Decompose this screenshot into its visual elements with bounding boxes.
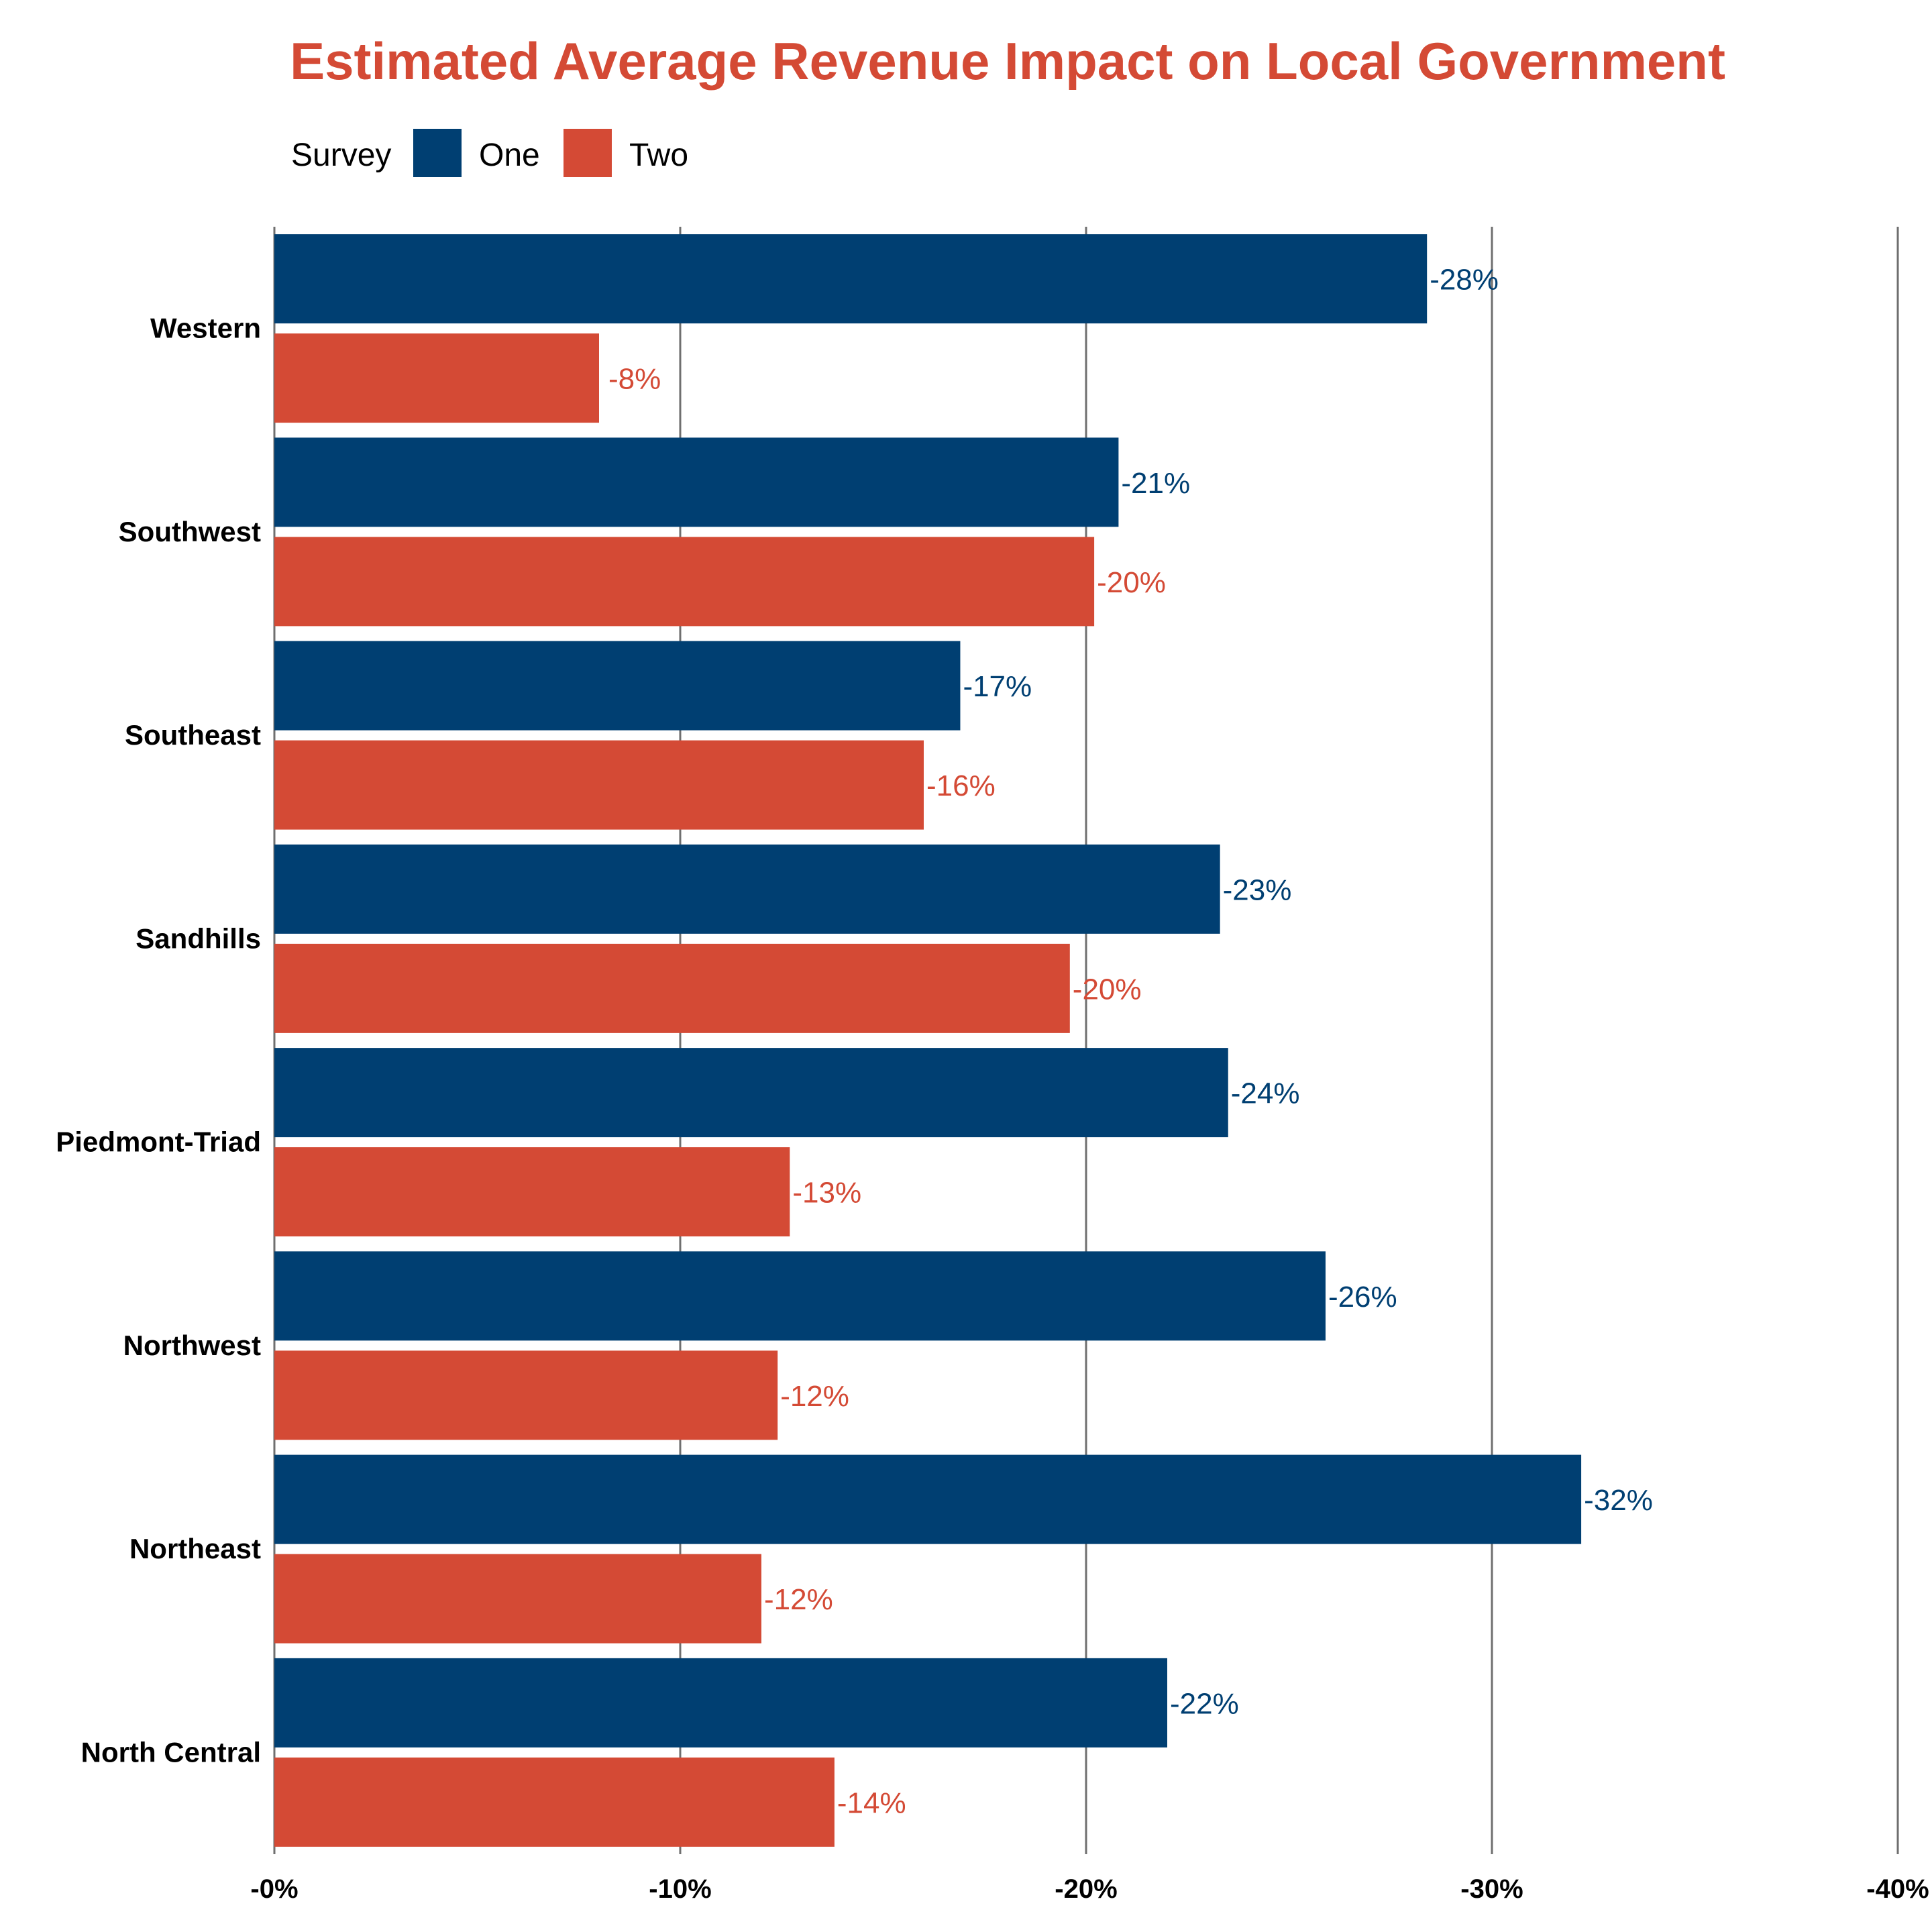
- x-tick-label: -30%: [1460, 1874, 1523, 1904]
- data-label: -17%: [963, 670, 1032, 703]
- bar-two: [274, 333, 599, 423]
- bar-two: [274, 1757, 835, 1847]
- category-label: Northwest: [123, 1330, 261, 1361]
- bar-two: [274, 943, 1070, 1033]
- bar-one: [274, 437, 1119, 527]
- bar-one: [274, 1658, 1167, 1748]
- category-label: Northeast: [129, 1533, 261, 1564]
- data-label: -12%: [780, 1380, 849, 1413]
- legend-swatch-two: [564, 129, 612, 177]
- chart-title: Estimated Average Revenue Impact on Loca…: [290, 32, 1725, 91]
- bar-two: [274, 1147, 790, 1237]
- x-tick-label: -10%: [649, 1874, 711, 1904]
- legend: Survey One Two: [291, 129, 688, 177]
- bar-two: [274, 537, 1095, 627]
- data-label: -16%: [926, 769, 996, 802]
- data-label: -28%: [1430, 264, 1499, 297]
- legend-title: Survey: [291, 138, 391, 173]
- category-labels: Western Southwest Southeast Sandhills Piedmo…: [56, 313, 261, 1768]
- data-label: -20%: [1097, 566, 1166, 599]
- bar-one: [274, 234, 1428, 324]
- category-label: Southeast: [125, 719, 261, 751]
- data-label: -26%: [1328, 1281, 1397, 1313]
- data-label: -24%: [1231, 1077, 1300, 1110]
- category-label: Piedmont-Triad: [56, 1126, 261, 1158]
- bar-one: [274, 844, 1220, 934]
- category-label: Western: [150, 313, 261, 344]
- bar-one: [274, 1251, 1326, 1341]
- category-label: Southwest: [119, 516, 261, 547]
- data-label: -13%: [792, 1177, 861, 1210]
- bar-two: [274, 740, 924, 830]
- data-label: -32%: [1584, 1484, 1653, 1517]
- data-labels: -28% -8% -21% -20% -17% -16% -23% -20% -24% -13% -…: [608, 264, 1653, 1820]
- data-label: -23%: [1223, 873, 1292, 906]
- bar-one: [274, 641, 961, 731]
- category-label: North Central: [81, 1736, 261, 1768]
- data-label: -8%: [608, 363, 661, 396]
- x-tick-label: -20%: [1055, 1874, 1117, 1904]
- bar-two: [274, 1554, 761, 1644]
- x-tick-label: -40%: [1866, 1874, 1929, 1904]
- data-label: -22%: [1170, 1687, 1239, 1720]
- data-label: -21%: [1121, 467, 1190, 500]
- legend-label-one: One: [479, 138, 540, 173]
- x-tick-labels: -0% -10% -20% -30% -40%: [250, 1874, 1929, 1904]
- bar-one: [274, 1048, 1228, 1138]
- category-label: Sandhills: [136, 922, 261, 954]
- x-tick-label: -0%: [250, 1874, 298, 1904]
- bar-two: [274, 1350, 778, 1440]
- data-label: -14%: [837, 1786, 906, 1819]
- legend-label-two: Two: [629, 138, 688, 173]
- data-label: -20%: [1073, 973, 1142, 1006]
- legend-swatch-one: [413, 129, 462, 177]
- bars: [274, 234, 1582, 1847]
- data-label: -12%: [764, 1583, 833, 1616]
- bar-one: [274, 1454, 1582, 1544]
